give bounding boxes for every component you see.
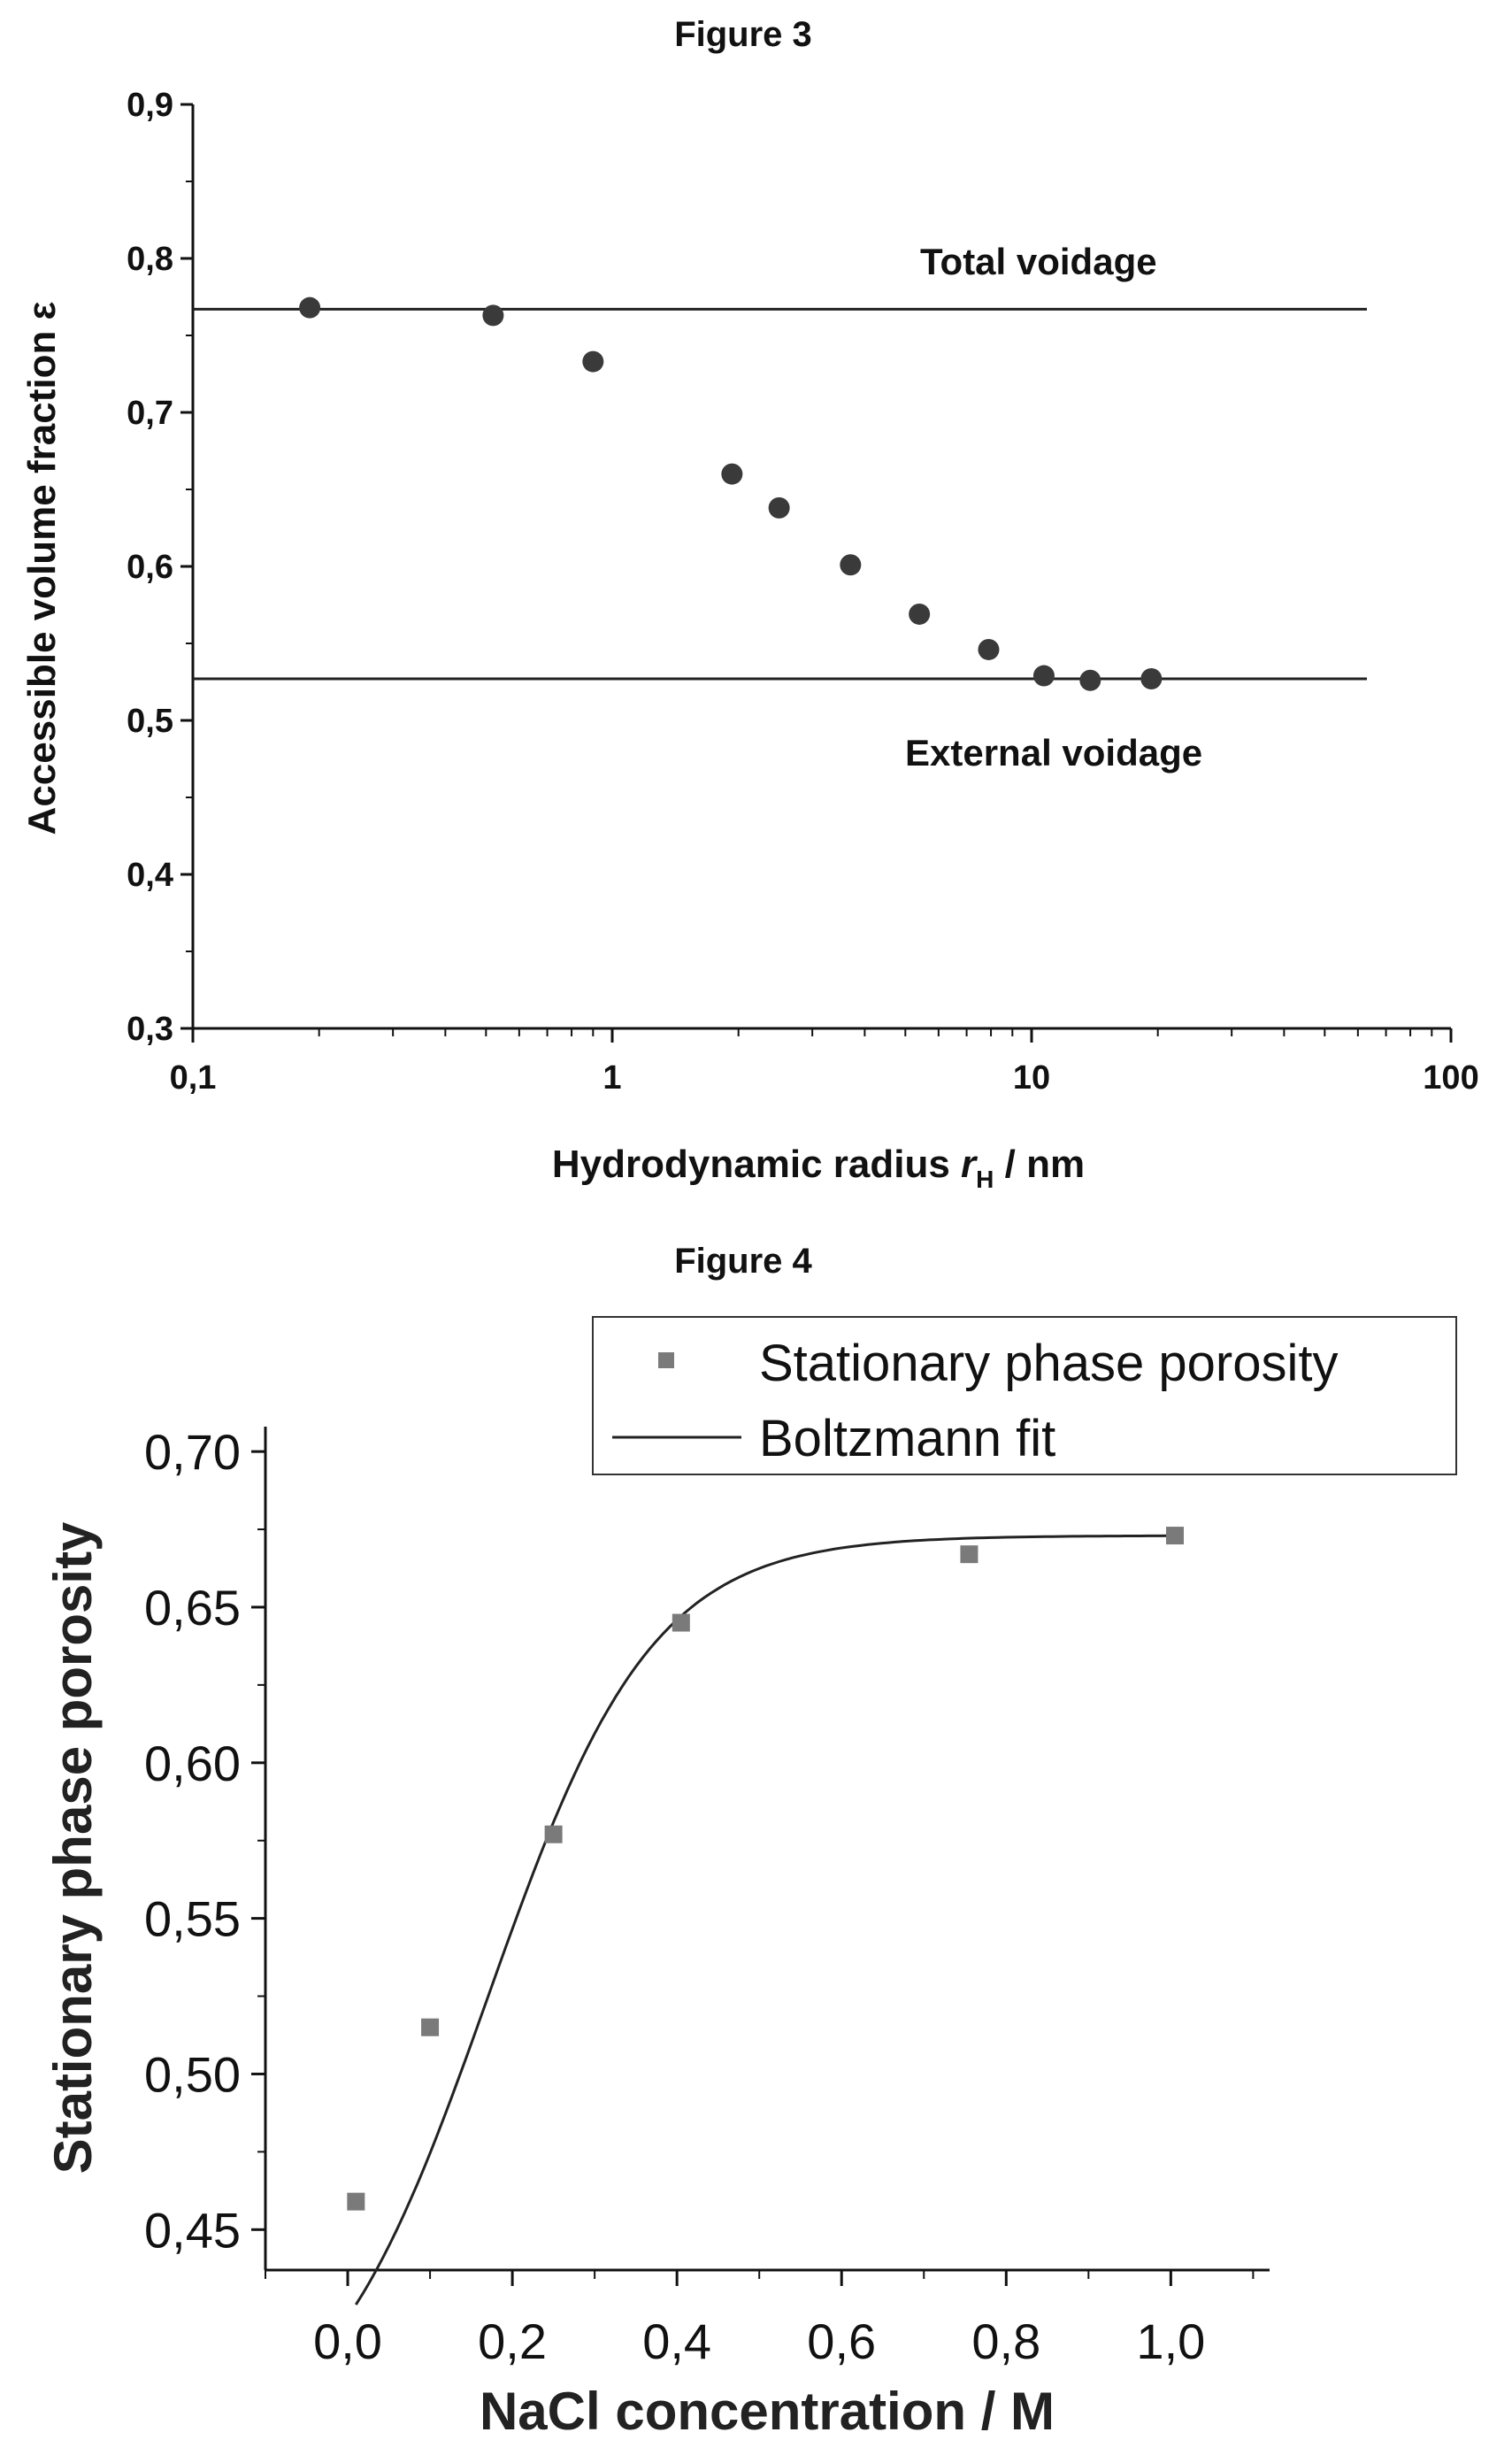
data-point: [1140, 668, 1163, 690]
x-tick-label: 0,0: [313, 2313, 382, 2369]
x-tick-label: 100: [1423, 1059, 1478, 1097]
legend-label-fit: Boltzmann fit: [759, 1410, 1055, 1467]
figure-4: Figure 4 Stationary phase porosity Boltz…: [43, 1242, 1457, 2441]
figure-4-legend: Stationary phase porosity Boltzmann fit: [592, 1316, 1457, 1475]
figure-4-x-ticks: 0,0 0,2 0,4 0,6 0,8 1,0: [265, 2270, 1255, 2369]
y-tick-label: 0,3: [127, 1011, 173, 1048]
legend-marker-square: [658, 1352, 674, 1368]
data-point: [909, 603, 931, 625]
x-tick-label: 10: [1013, 1059, 1050, 1097]
x-tick-label: 0,4: [642, 2313, 711, 2369]
legend-label-porosity: Stationary phase porosity: [759, 1335, 1338, 1392]
data-point: [544, 1825, 563, 1843]
data-point: [768, 496, 790, 519]
x-tick-label: 0,1: [170, 1059, 217, 1097]
figure-4-axes: [264, 1427, 1270, 2272]
figure-3-axes: [191, 104, 1451, 1030]
figure-4-data-points: [347, 1527, 1185, 2211]
figure-4-y-ticks: 0,45 0,50 0,55 0,60 0,65 0,70: [144, 1424, 265, 2258]
figure-3-title: Figure 3: [674, 15, 812, 54]
y-tick-label: 0,65: [144, 1580, 241, 1636]
y-tick-label: 0,6: [127, 549, 173, 586]
y-tick-label: 0,60: [144, 1736, 241, 1791]
x-tick-label: 0,6: [807, 2313, 876, 2369]
data-point: [582, 350, 604, 373]
y-tick-label: 0,7: [127, 395, 173, 432]
y-tick-label: 0,55: [144, 1891, 241, 1947]
data-point: [1079, 669, 1101, 691]
figure-4-title: Figure 4: [674, 1242, 812, 1281]
figure-3-y-ticks: 0,3 0,4 0,5 0,6 0,7 0,8 0,9: [127, 87, 193, 1048]
data-point: [1032, 665, 1055, 687]
y-tick-label: 0,4: [127, 857, 173, 894]
y-tick-label: 0,8: [127, 241, 173, 278]
figure-3-x-axis-title: Hydrodynamic radius rH / nm: [552, 1143, 1085, 1193]
x-tick-label: 1,0: [1136, 2313, 1205, 2369]
figure-3-data-points: [299, 296, 1163, 691]
figure-3: Figure 3 0,3 0,4 0,5 0,6 0,7 0,8 0,9 0,1 1 10 100…: [20, 15, 1479, 1193]
data-point: [721, 463, 743, 485]
data-point: [978, 638, 1000, 660]
legend-box: [592, 1316, 1457, 1475]
data-point: [1166, 1527, 1185, 1545]
figure-4-x-axis-title: NaCl concentration / M: [480, 2382, 1055, 2441]
y-tick-label: 0,5: [127, 703, 173, 740]
figure-3-x-axis-title-main: Hydrodynamic radius: [552, 1143, 961, 1186]
external-voidage-label: External voidage: [905, 732, 1202, 774]
y-tick-label: 0,9: [127, 87, 173, 124]
data-point: [421, 2018, 440, 2036]
y-tick-label: 0,45: [144, 2202, 241, 2258]
data-point: [347, 2192, 365, 2211]
y-tick-label: 0,50: [144, 2046, 241, 2102]
y-tick-label: 0,70: [144, 1424, 241, 1480]
figure-3-x-axis-title-variable: r: [961, 1143, 979, 1186]
figure-3-x-axis-title-unit: / nm: [994, 1143, 1085, 1186]
data-point: [672, 1613, 690, 1632]
data-point: [299, 296, 321, 319]
x-tick-label: 1: [602, 1059, 621, 1097]
x-tick-label: 0,8: [971, 2313, 1040, 2369]
figure-3-reference-lines: [193, 307, 1367, 681]
data-point: [960, 1545, 979, 1564]
figure-3-x-ticks: 0,1 1 10 100: [170, 1028, 1479, 1097]
figure-3-y-axis-title: Accessible volume fraction ε: [20, 301, 64, 835]
figure-4-y-axis-title: Stationary phase porosity: [43, 1521, 103, 2174]
boltzmann-fit-curve: [355, 1534, 1175, 2305]
x-tick-label: 0,2: [478, 2313, 547, 2369]
data-point: [840, 554, 862, 576]
data-point: [482, 304, 504, 327]
total-voidage-label: Total voidage: [920, 241, 1157, 282]
figure-3-x-axis-title-subscript: H: [976, 1166, 994, 1193]
